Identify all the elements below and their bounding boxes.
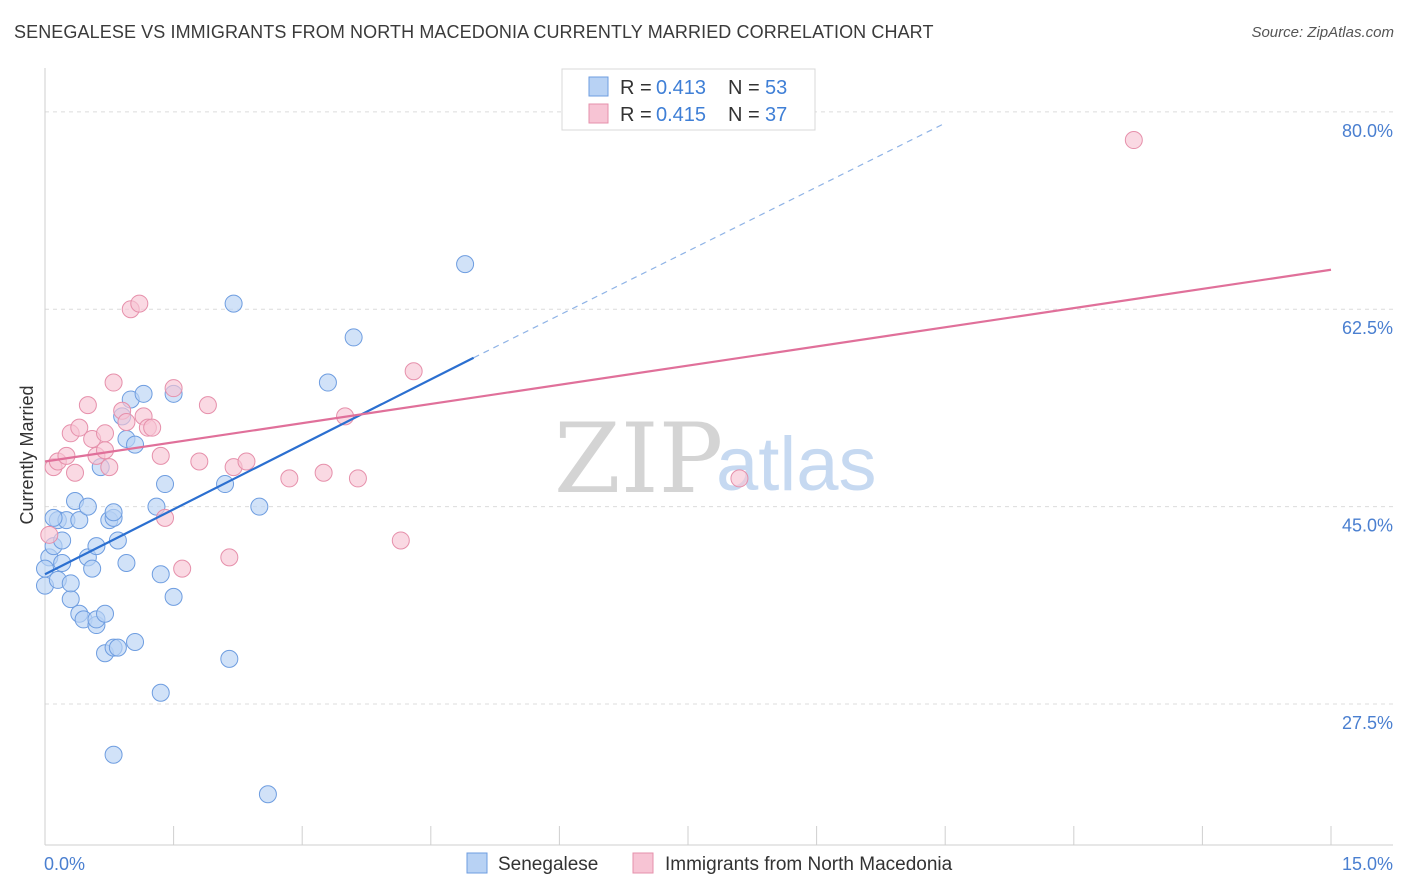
point-senegalese-25 [104, 503, 123, 522]
point-north-macedonia-3 [57, 446, 76, 465]
point-north-macedonia-22 [156, 508, 175, 527]
point-senegalese-35 [126, 435, 145, 454]
point-senegalese-38 [151, 683, 170, 702]
point-senegalese-16 [83, 559, 102, 578]
bottom-legend-swatch-senegalese [466, 852, 488, 874]
point-senegalese-51 [36, 559, 54, 578]
legend-n-label-1: N = [728, 77, 760, 99]
point-north-macedonia-15 [117, 413, 136, 432]
trend-layer [44, 122, 1332, 576]
point-senegalese-36 [134, 384, 153, 403]
legend-swatch-north-macedonia [588, 103, 609, 124]
point-senegalese-42 [164, 587, 183, 606]
legend-n-label-2: N = [728, 104, 760, 126]
point-senegalese-34 [126, 632, 145, 651]
point-north-macedonia-17 [130, 294, 149, 313]
points-layer [36, 131, 1143, 804]
legend-n-value-1: 53 [765, 77, 787, 99]
top-legend: R = 0.413 N = 53 R = 0.415 N = 37 [561, 68, 816, 131]
point-senegalese-32 [117, 554, 136, 573]
point-senegalese-21 [96, 604, 115, 623]
point-north-macedonia-21 [151, 446, 170, 465]
point-senegalese-39 [151, 565, 170, 584]
point-north-macedonia-25 [190, 452, 209, 471]
point-senegalese-11 [70, 511, 89, 530]
tick-label-layer: 80.0% 62.5% 45.0% 27.5% 0.0% 15.0% [44, 121, 1393, 874]
legend-n-value-2: 37 [765, 104, 787, 126]
trend-line-senegalese-extension [473, 122, 946, 359]
bottom-legend-swatch-north-macedonia [632, 852, 654, 874]
y-tick-label-2: 45.0% [1342, 516, 1393, 536]
point-north-macedonia-10 [96, 441, 115, 460]
point-north-macedonia-20 [143, 418, 162, 437]
watermark: ZIP atlas [554, 403, 877, 515]
legend-r-label-1: R = [620, 77, 652, 99]
point-senegalese-50 [456, 255, 475, 274]
watermark-zip: ZIP [554, 403, 723, 515]
bottom-legend-label-senegalese: Senegalese [498, 854, 598, 875]
point-north-macedonia-24 [173, 559, 192, 578]
point-north-macedonia-37 [1124, 131, 1143, 150]
trend-line-north-macedonia [44, 268, 1332, 463]
point-north-macedonia-27 [220, 548, 239, 567]
point-senegalese-40 [156, 475, 175, 494]
point-north-macedonia-29 [237, 452, 256, 471]
chart-title: SENEGALESE VS IMMIGRANTS FROM NORTH MACE… [14, 22, 934, 42]
point-senegalese-52 [44, 508, 63, 527]
legend-r-value-1: 0.413 [656, 77, 706, 99]
point-north-macedonia-7 [78, 396, 97, 415]
point-senegalese-48 [318, 373, 337, 392]
y-axis-title: Currently Married [17, 385, 37, 524]
point-north-macedonia-23 [164, 379, 183, 398]
point-senegalese-9 [61, 574, 80, 593]
legend-r-label-2: R = [620, 104, 652, 126]
bottom-legend-label-north-macedonia: Immigrants from North Macedonia [665, 854, 953, 875]
point-senegalese-27 [104, 745, 123, 764]
point-north-macedonia-12 [100, 458, 119, 477]
bottom-legend: Senegalese Immigrants from North Macedon… [466, 852, 953, 875]
y-tick-label-1: 62.5% [1342, 318, 1393, 338]
point-north-macedonia-33 [348, 469, 367, 488]
point-north-macedonia-11 [96, 424, 115, 443]
point-senegalese-15 [78, 497, 97, 516]
point-north-macedonia-34 [391, 531, 410, 550]
point-senegalese-45 [224, 294, 243, 313]
point-north-macedonia-31 [314, 463, 333, 482]
watermark-atlas: atlas [716, 422, 877, 507]
point-senegalese-7 [61, 590, 80, 609]
point-senegalese-44 [220, 649, 239, 668]
point-senegalese-46 [250, 497, 269, 516]
point-north-macedonia-0 [40, 525, 59, 544]
y-tick-label-0: 80.0% [1342, 121, 1393, 141]
x-tick-label-0: 0.0% [44, 854, 85, 874]
legend-r-value-2: 0.415 [656, 104, 706, 126]
point-senegalese-29 [108, 638, 127, 657]
point-north-macedonia-35 [404, 362, 423, 381]
y-tick-label-3: 27.5% [1342, 713, 1393, 733]
legend-swatch-senegalese [588, 76, 609, 97]
trend-line-senegalese [44, 356, 475, 576]
point-north-macedonia-5 [66, 463, 85, 482]
point-senegalese-47 [258, 785, 277, 804]
point-north-macedonia-13 [104, 373, 123, 392]
point-senegalese-49 [344, 328, 363, 347]
point-north-macedonia-30 [280, 469, 299, 488]
axes-layer [44, 68, 1393, 846]
x-tick-label-1: 15.0% [1342, 854, 1393, 874]
point-north-macedonia-6 [70, 418, 89, 437]
point-north-macedonia-26 [198, 396, 217, 415]
point-north-macedonia-36 [730, 469, 749, 488]
source-label: Source: ZipAtlas.com [1251, 24, 1394, 41]
